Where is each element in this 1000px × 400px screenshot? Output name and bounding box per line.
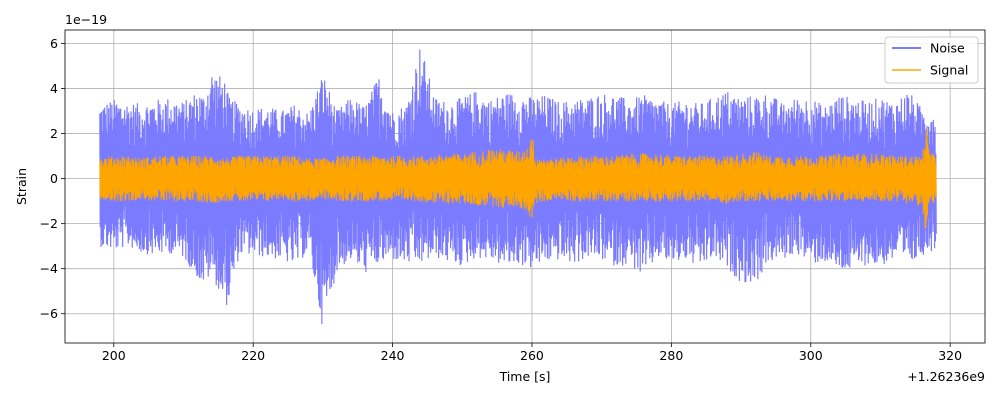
legend-label-signal: Signal [930,63,968,78]
x-axis-offset-label: +1.26236e9 [907,369,985,384]
y-tick-label: −4 [40,261,58,276]
y-tick-label: −6 [40,306,58,321]
x-tick-label: 300 [799,348,823,363]
legend: Noise Signal [884,36,979,84]
signal-series-line [99,128,937,229]
y-axis-scale-label: 1e−19 [65,12,107,27]
x-axis: 200 220 240 260 280 300 320 [102,343,962,363]
x-tick-label: 260 [520,348,544,363]
x-tick-label: 200 [102,348,126,363]
x-tick-label: 280 [659,348,683,363]
legend-label-noise: Noise [930,41,965,56]
plot-area [64,29,986,344]
y-axis: −6 −4 −2 0 2 4 6 [40,36,65,321]
y-tick-label: 2 [50,126,58,141]
y-axis-label: Strain [14,168,29,205]
y-tick-label: 0 [50,171,58,186]
y-tick-label: 6 [50,36,58,51]
x-axis-label: Time [s] [499,369,551,384]
y-tick-label: 4 [50,81,58,96]
x-tick-label: 220 [241,348,265,363]
x-tick-label: 320 [938,348,962,363]
x-tick-label: 240 [381,348,405,363]
y-tick-label: −2 [40,216,58,231]
plot-frame [64,29,986,344]
series-layer [99,49,937,325]
